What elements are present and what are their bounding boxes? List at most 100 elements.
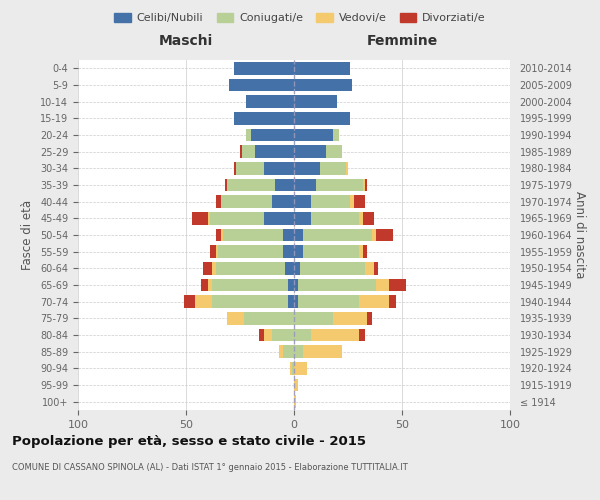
Bar: [212, 279, 287, 291]
Bar: [346, 162, 348, 174]
Bar: [225, 179, 227, 192]
Bar: [374, 262, 378, 274]
Bar: [294, 129, 333, 141]
Bar: [294, 246, 302, 258]
Bar: [208, 212, 210, 224]
Bar: [294, 279, 298, 291]
Bar: [227, 179, 275, 192]
Bar: [233, 112, 294, 124]
Bar: [294, 312, 333, 324]
Bar: [194, 296, 212, 308]
Bar: [301, 262, 365, 274]
Bar: [264, 329, 272, 341]
Bar: [294, 112, 350, 124]
Bar: [290, 362, 292, 374]
Bar: [212, 262, 216, 274]
Bar: [212, 296, 287, 308]
Bar: [302, 346, 341, 358]
Bar: [365, 262, 374, 274]
Bar: [242, 146, 255, 158]
Legend: Celibi/Nubili, Coniugati/e, Vedovi/e, Divorziati/e: Celibi/Nubili, Coniugati/e, Vedovi/e, Di…: [110, 8, 490, 28]
Bar: [221, 229, 223, 241]
Text: COMUNE DI CASSANO SPINOLA (AL) - Dati ISTAT 1° gennaio 2015 - Elaborazione TUTTI: COMUNE DI CASSANO SPINOLA (AL) - Dati IS…: [12, 462, 408, 471]
Bar: [184, 296, 194, 308]
Bar: [376, 229, 394, 241]
Y-axis label: Anni di nascita: Anni di nascita: [574, 192, 586, 278]
Bar: [302, 229, 372, 241]
Bar: [201, 279, 208, 291]
Bar: [294, 329, 311, 341]
Bar: [233, 62, 294, 74]
Bar: [359, 246, 363, 258]
Bar: [264, 212, 294, 224]
Bar: [292, 362, 294, 374]
Bar: [247, 96, 294, 108]
Bar: [283, 229, 294, 241]
Bar: [294, 229, 302, 241]
Bar: [286, 262, 294, 274]
Bar: [372, 229, 376, 241]
Bar: [355, 196, 365, 208]
Bar: [298, 296, 359, 308]
Bar: [367, 312, 372, 324]
Bar: [244, 312, 294, 324]
Bar: [294, 396, 296, 408]
Bar: [333, 129, 340, 141]
Bar: [218, 246, 283, 258]
Bar: [294, 162, 320, 174]
Bar: [233, 162, 236, 174]
Bar: [294, 346, 302, 358]
Bar: [294, 262, 301, 274]
Bar: [221, 196, 272, 208]
Bar: [223, 229, 283, 241]
Bar: [389, 279, 406, 291]
Bar: [255, 146, 294, 158]
Bar: [236, 162, 264, 174]
Bar: [365, 179, 367, 192]
Bar: [294, 196, 311, 208]
Bar: [311, 196, 350, 208]
Bar: [203, 262, 212, 274]
Bar: [302, 246, 359, 258]
Bar: [275, 179, 294, 192]
Bar: [320, 162, 346, 174]
Bar: [376, 279, 389, 291]
Bar: [279, 346, 283, 358]
Bar: [283, 346, 294, 358]
Bar: [283, 246, 294, 258]
Bar: [311, 329, 359, 341]
Bar: [287, 296, 294, 308]
Bar: [240, 146, 242, 158]
Y-axis label: Fasce di età: Fasce di età: [22, 200, 34, 270]
Bar: [247, 129, 251, 141]
Bar: [272, 196, 294, 208]
Bar: [363, 179, 365, 192]
Bar: [363, 212, 374, 224]
Bar: [359, 296, 389, 308]
Text: Femmine: Femmine: [367, 34, 437, 48]
Bar: [259, 329, 264, 341]
Bar: [216, 196, 221, 208]
Bar: [227, 312, 244, 324]
Bar: [229, 79, 294, 92]
Bar: [294, 362, 307, 374]
Bar: [294, 379, 298, 391]
Bar: [333, 312, 367, 324]
Bar: [216, 262, 286, 274]
Bar: [287, 279, 294, 291]
Bar: [298, 279, 376, 291]
Bar: [294, 296, 298, 308]
Bar: [326, 146, 341, 158]
Text: Popolazione per età, sesso e stato civile - 2015: Popolazione per età, sesso e stato civil…: [12, 435, 366, 448]
Bar: [359, 329, 365, 341]
Bar: [294, 96, 337, 108]
Bar: [216, 229, 221, 241]
Bar: [272, 329, 294, 341]
Text: Maschi: Maschi: [159, 34, 213, 48]
Bar: [294, 212, 311, 224]
Bar: [311, 212, 359, 224]
Bar: [294, 146, 326, 158]
Bar: [294, 179, 316, 192]
Bar: [363, 246, 367, 258]
Bar: [210, 212, 264, 224]
